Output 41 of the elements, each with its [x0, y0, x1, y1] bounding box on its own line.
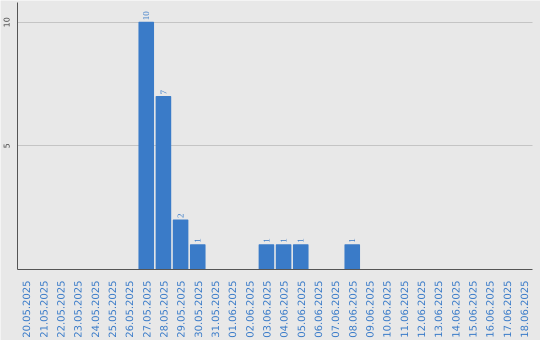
x-tick-label: 17.06.2025 — [502, 280, 514, 338]
data-label: 1 — [261, 238, 272, 243]
x-tick-label: 25.05.2025 — [108, 280, 119, 338]
data-label: 1 — [278, 238, 289, 243]
x-tick-label: 01.06.2025 — [228, 280, 240, 338]
data-label: 1 — [192, 238, 203, 243]
x-tick-label: 08.06.2025 — [348, 280, 360, 338]
x-tick-label: 06.06.2025 — [314, 280, 325, 338]
x-tick-label: 03.06.2025 — [262, 280, 274, 338]
data-label: 1 — [296, 238, 306, 243]
x-tick-label: 07.06.2025 — [331, 280, 342, 338]
x-tick-label: 24.05.2025 — [90, 280, 102, 338]
x-tick-label: 14.06.2025 — [451, 280, 462, 338]
x-tick-label: 15.06.2025 — [468, 280, 480, 338]
x-tick-label: 13.06.2025 — [434, 280, 446, 338]
x-tick-label: 22.05.2025 — [56, 280, 68, 338]
x-tick-label: 21.05.2025 — [39, 280, 50, 338]
x-tick-label: 04.06.2025 — [280, 280, 291, 338]
data-label: 1 — [347, 238, 358, 243]
x-tick-label: 27.05.2025 — [142, 280, 154, 338]
y-tick-label: 5 — [2, 143, 12, 148]
x-tick-label: 11.06.2025 — [400, 280, 411, 338]
data-label: 2 — [176, 214, 186, 218]
x-tick-label: 29.05.2025 — [176, 280, 188, 338]
x-tick-label: 30.05.2025 — [194, 280, 205, 338]
x-tick-label: 16.06.2025 — [486, 280, 497, 338]
x-tick-label: 05.06.2025 — [296, 280, 308, 338]
x-tick-label: 26.05.2025 — [125, 280, 136, 338]
x-tick-label: 02.06.2025 — [245, 280, 256, 338]
data-label: 10 — [141, 10, 152, 20]
x-tick-label: 10.06.2025 — [382, 280, 394, 338]
x-tick-label: 23.05.2025 — [74, 280, 85, 338]
x-tick-label: 31.05.2025 — [210, 280, 222, 338]
x-tick-label: 12.06.2025 — [416, 280, 428, 338]
bar — [258, 244, 274, 270]
bar — [344, 244, 360, 270]
x-tick-label: 20.05.2025 — [22, 280, 34, 338]
x-tick-label: 18.06.2025 — [520, 280, 531, 338]
data-label: 7 — [158, 89, 168, 94]
x-tick-label: 09.06.2025 — [365, 280, 376, 338]
x-tick-label: 28.05.2025 — [159, 280, 170, 338]
